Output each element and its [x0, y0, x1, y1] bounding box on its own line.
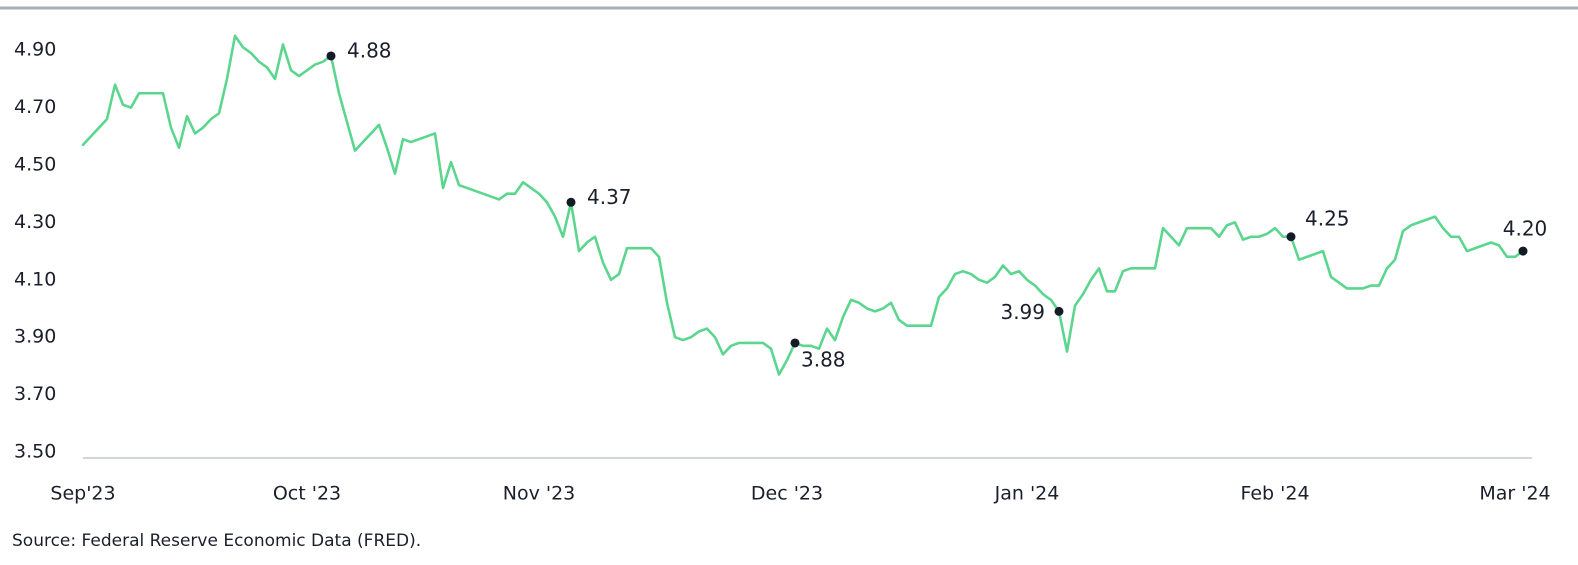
y-tick-label: 4.50	[14, 154, 56, 176]
point-marker	[1518, 246, 1528, 256]
point-marker	[326, 51, 336, 61]
y-tick-label: 4.90	[14, 39, 56, 61]
x-tick-label: Nov '23	[503, 483, 576, 505]
y-tick-label: 4.70	[14, 96, 56, 118]
y-tick-label: 3.70	[14, 383, 56, 405]
data-label: 4.88	[347, 38, 392, 62]
data-line	[81, 34, 1525, 376]
data-label: 3.88	[801, 347, 846, 371]
point-marker	[566, 197, 576, 207]
data-label: 3.99	[1000, 300, 1045, 324]
data-label: 4.25	[1305, 206, 1350, 230]
x-tick-label: Mar '24	[1479, 483, 1550, 505]
point-marker	[1054, 306, 1064, 316]
x-tick-label: Feb '24	[1240, 483, 1309, 505]
x-tick-label: Dec '23	[751, 483, 823, 505]
y-tick-label: 4.10	[14, 268, 56, 290]
data-label: 4.20	[1503, 217, 1548, 241]
data-label: 4.37	[587, 185, 632, 209]
y-tick-label: 4.30	[14, 211, 56, 233]
y-tick-label: 3.90	[14, 326, 56, 348]
point-marker	[1286, 232, 1296, 242]
point-marker	[790, 338, 800, 348]
x-tick-label: Oct '23	[273, 483, 341, 505]
y-tick-label: 3.50	[14, 441, 56, 463]
x-tick-label: Sep'23	[50, 483, 115, 505]
source-note: Source: Federal Reserve Economic Data (F…	[12, 531, 421, 551]
x-tick-label: Jan '24	[994, 483, 1060, 505]
